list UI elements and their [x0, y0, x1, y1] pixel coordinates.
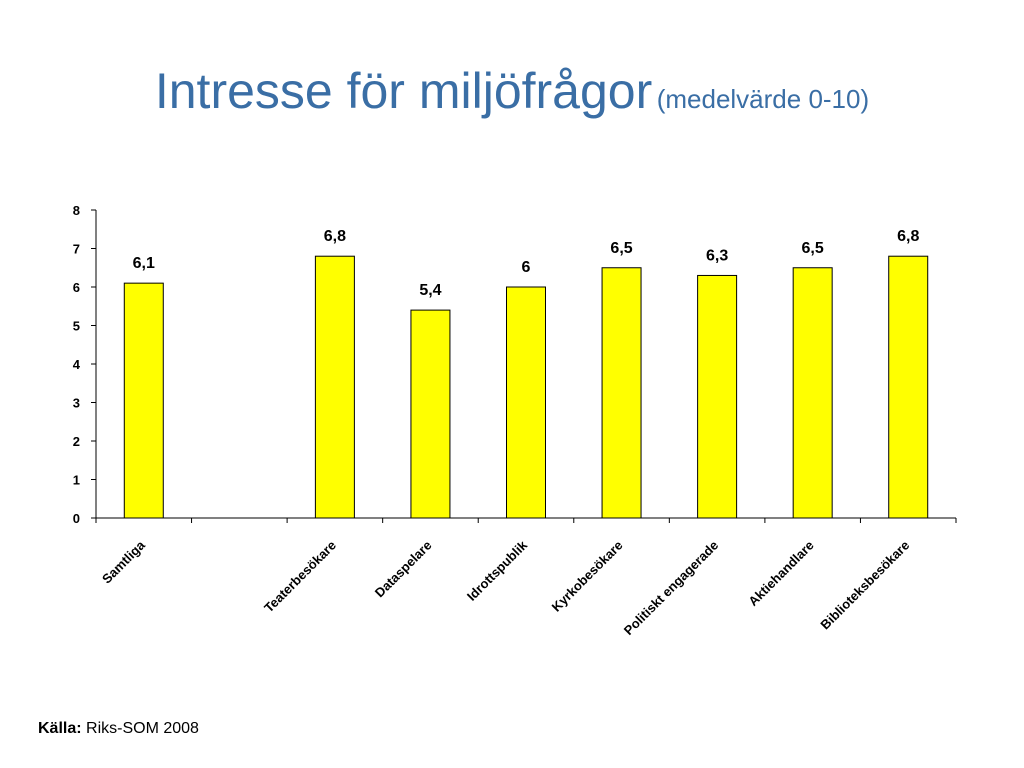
y-tick-label: 5 — [73, 319, 80, 334]
y-tick-label: 4 — [73, 357, 81, 372]
x-category-label: Biblioteksbesökare — [817, 538, 912, 633]
bar — [506, 286, 546, 519]
y-tick-label: 7 — [73, 242, 80, 257]
page-title: Intresse för miljöfrågor (medelvärde 0-1… — [0, 62, 1024, 120]
bar — [123, 282, 164, 519]
bar — [314, 255, 355, 519]
bar-value-label: 6,8 — [897, 228, 919, 245]
x-category-label: Dataspelare — [372, 538, 435, 601]
bar-value-label: 6,8 — [324, 228, 346, 245]
bar-value-label: 6 — [522, 259, 531, 276]
bar — [888, 255, 929, 519]
y-tick-label: 8 — [73, 203, 80, 218]
x-category-label: Idrottspublik — [464, 537, 531, 604]
bar — [697, 274, 738, 519]
bar-value-label: 5,4 — [419, 282, 441, 299]
bar-value-label: 6,5 — [802, 240, 824, 257]
y-tick-label: 6 — [73, 280, 80, 295]
source-text: Riks-SOM 2008 — [81, 720, 199, 737]
x-category-label: Teaterbesökare — [261, 538, 339, 616]
y-tick-label: 2 — [73, 434, 80, 449]
y-tick-label: 0 — [73, 511, 80, 526]
y-tick-label: 3 — [73, 396, 80, 411]
y-tick-label: 1 — [73, 473, 80, 488]
source-note: Källa: Riks-SOM 2008 — [38, 720, 199, 738]
title-main: Intresse för miljöfrågor — [154, 63, 653, 119]
bar — [792, 267, 833, 519]
bar — [410, 309, 451, 519]
x-category-label: Aktiehandlare — [745, 538, 816, 609]
bar — [601, 267, 642, 519]
x-category-label: Kyrkobesökare — [549, 538, 626, 615]
x-category-label: Samtliga — [99, 537, 148, 586]
x-category-label: Politiskt engagerade — [621, 538, 722, 639]
title-subtitle: (medelvärde 0-10) — [656, 84, 870, 114]
bar-value-label: 6,3 — [706, 247, 728, 264]
bar-value-label: 6,5 — [610, 240, 632, 257]
source-label: Källa: — [38, 720, 82, 737]
bar-value-label: 6,1 — [133, 255, 155, 272]
